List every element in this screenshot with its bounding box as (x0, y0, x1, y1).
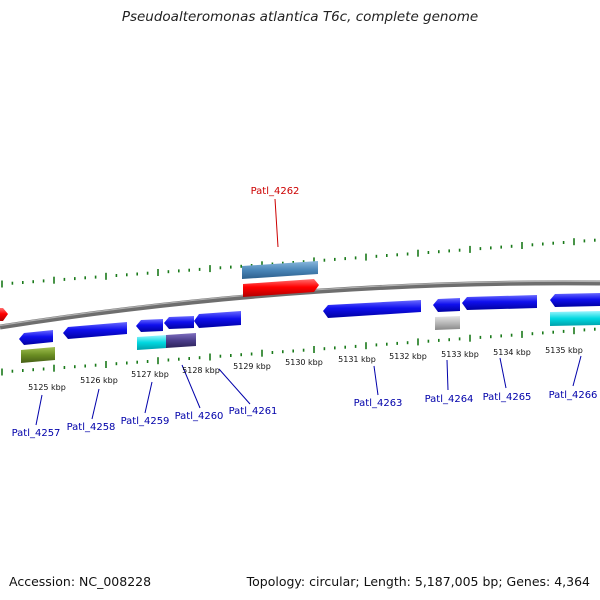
gene-label-patl-4263[interactable]: Patl_4263 (354, 398, 403, 409)
gene-patl-4266[interactable] (550, 293, 600, 307)
gene-label-patl-4261[interactable]: Patl_4261 (229, 406, 278, 417)
gene-patl-4264-gray[interactable] (435, 316, 460, 330)
ruler-label: 5127 kbp (131, 370, 169, 379)
gene-label-patl-4260[interactable]: Patl_4260 (175, 411, 224, 422)
gene-label-patl-4257[interactable]: Patl_4257 (12, 428, 61, 439)
forward-genes (0, 261, 319, 321)
ruler-label: 5125 kbp (28, 383, 66, 392)
leader-lines (35, 198, 582, 426)
gene-patl-4259[interactable] (136, 319, 163, 332)
gene-label-patl-4264[interactable]: Patl_4264 (425, 394, 474, 405)
gene-patl-4263[interactable] (323, 300, 421, 318)
gene-patl-4262[interactable] (243, 279, 319, 297)
gene-patl-4257[interactable] (19, 330, 53, 345)
gene-patl-4266-cyan[interactable] (550, 311, 600, 326)
gene-label-patl-4259[interactable]: Patl_4259 (121, 416, 170, 427)
ruler-label: 5129 kbp (233, 362, 271, 371)
ruler-label: 5135 kbp (545, 346, 583, 355)
gene-label-patl-4258[interactable]: Patl_4258 (67, 422, 116, 433)
gene-patl-4259-cyan[interactable] (137, 335, 167, 350)
ruler-labels: 5125 kbp 5126 kbp 5127 kbp 5128 kbp 5129… (28, 346, 583, 392)
ruler-label: 5128 kbp (182, 366, 220, 375)
gene-patl-4260[interactable] (164, 316, 194, 329)
gene-patl-4258[interactable] (63, 322, 127, 339)
gene-patl-4265[interactable] (462, 295, 537, 310)
map-title: Pseudoalteromonas atlantica T6c, complet… (121, 9, 479, 25)
gene-label-patl-4266[interactable]: Patl_4266 (549, 390, 598, 401)
gene-patl-4262-steelblue[interactable] (242, 261, 318, 279)
ruler-label: 5131 kbp (338, 355, 376, 364)
gene-patl-4257-olive[interactable] (21, 347, 55, 363)
ruler-label: 5133 kbp (441, 350, 479, 359)
gene-patl-4260-slate[interactable] (166, 333, 196, 348)
reverse-genes (19, 293, 600, 363)
upper-tick-row (1, 238, 596, 288)
accession-text: Accession: NC_008228 (9, 574, 152, 589)
lower-tick-row (1, 327, 596, 376)
gene-patl-4264[interactable] (433, 298, 460, 312)
gene-label-patl-4262[interactable]: Patl_4262 (251, 186, 300, 197)
ruler-label: 5134 kbp (493, 348, 531, 357)
ruler-label: 5126 kbp (80, 376, 118, 385)
genome-summary-text: Topology: circular; Length: 5,187,005 bp… (246, 574, 590, 589)
gene-patl-4261[interactable] (194, 311, 241, 328)
ruler-label: 5130 kbp (285, 358, 323, 367)
gene-label-patl-4265[interactable]: Patl_4265 (483, 392, 532, 403)
gene-left-edge-red[interactable] (0, 308, 8, 321)
gene-labels: Patl_4262 Patl_4257 Patl_4258 Patl_4259 … (12, 186, 598, 439)
ruler-label: 5132 kbp (389, 352, 427, 361)
